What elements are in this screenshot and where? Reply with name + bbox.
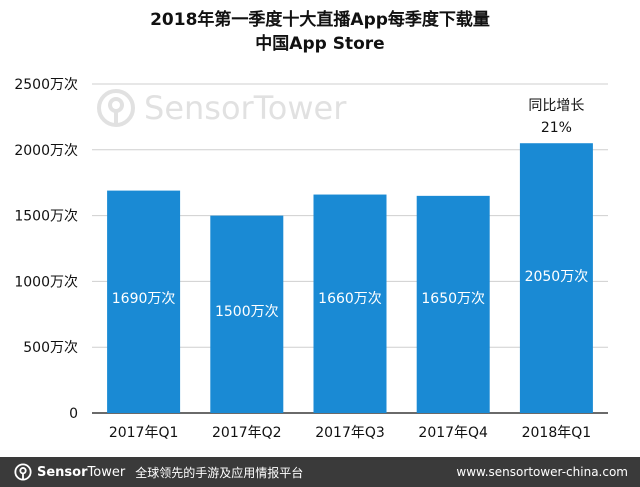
bar (313, 194, 387, 413)
yoy-growth-label: 同比增长 (528, 98, 584, 114)
bar (210, 215, 284, 413)
bar-value-label: 1650万次 (421, 291, 485, 307)
y-tick-label: 500万次 (23, 340, 78, 356)
bar-value-label: 1500万次 (215, 304, 279, 320)
yoy-growth-value: 21% (541, 120, 572, 136)
y-tick-label: 1000万次 (14, 274, 78, 290)
y-tick-label: 2500万次 (14, 77, 78, 93)
y-tick-label: 1500万次 (14, 209, 78, 225)
bar (416, 195, 490, 413)
x-tick-label: 2017年Q4 (418, 425, 488, 441)
watermark-brand: SensorTower (144, 89, 347, 127)
y-tick-label: 2000万次 (14, 143, 78, 159)
sensortower-logo-icon (97, 89, 135, 127)
x-tick-label: 2018年Q1 (522, 425, 592, 441)
x-tick-label: 2017年Q1 (109, 425, 179, 441)
bar (519, 143, 593, 413)
x-tick-label: 2017年Q2 (212, 425, 282, 441)
watermark: SensorTower (96, 88, 346, 128)
chart-title: 2018年第一季度十大直播App每季度下载量 (150, 10, 490, 30)
footer-tagline: 全球领先的手游及应用情报平台 (135, 465, 304, 480)
sensortower-logo-icon (14, 463, 32, 481)
bar-value-label: 1690万次 (112, 291, 176, 307)
bar-value-label: 1660万次 (318, 291, 382, 307)
bar-chart: 0 500万次 1000万次 1500万次 2000万次 2500万次 1690万次 2017… (14, 77, 608, 441)
x-tick-label: 2017年Q3 (315, 425, 385, 441)
footer-bar: SensorTower 全球领先的手游及应用情报平台 www.sensortow… (0, 457, 640, 487)
footer-brand: SensorTower (37, 464, 126, 480)
y-tick-label: 0 (69, 406, 78, 422)
bar (107, 190, 181, 413)
bar-value-label: 2050万次 (525, 269, 589, 285)
chart-subtitle: 中国App Store (255, 34, 385, 54)
footer-url: www.sensortower-china.com (456, 465, 628, 479)
chart-title-block: 2018年第一季度十大直播App每季度下载量 中国App Store (0, 8, 640, 56)
